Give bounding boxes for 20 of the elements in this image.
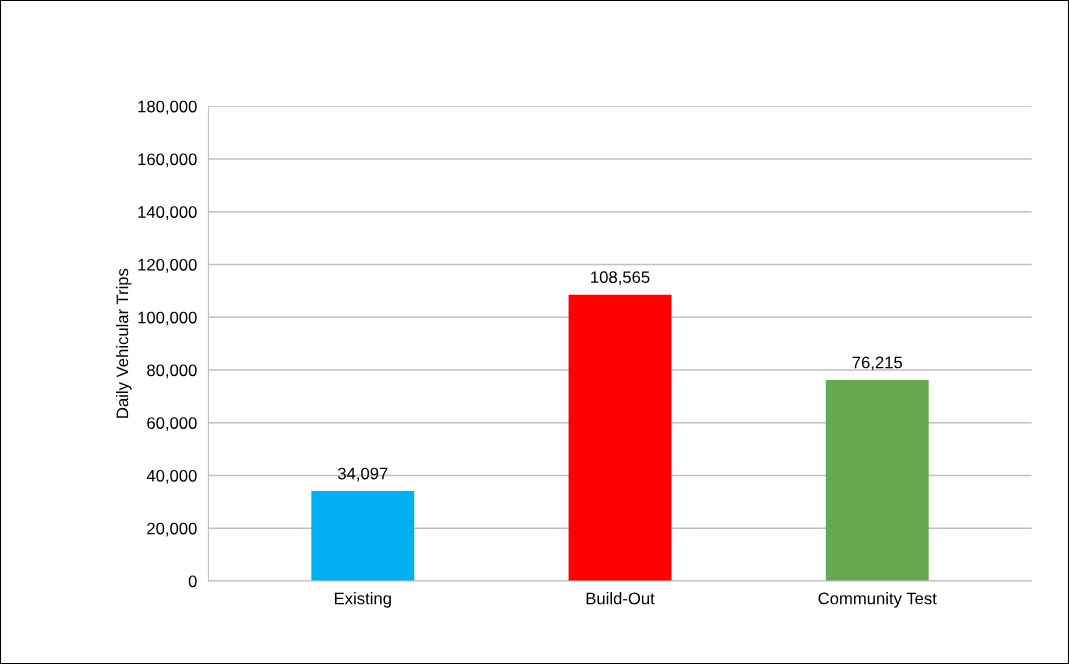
data-label: 108,565 [591, 271, 650, 285]
y-tick-label: 180,000 [138, 100, 197, 115]
data-label: 34,097 [337, 467, 388, 482]
y-tick-label: 60,000 [147, 417, 197, 431]
x-tick-label: Existing [334, 592, 391, 608]
bar [311, 491, 415, 581]
data-label: 76,215 [852, 356, 903, 371]
x-tick-label: Community Test [818, 592, 937, 608]
y-tick-label: 160,000 [138, 153, 197, 168]
y-tick-label: 140,000 [138, 206, 197, 220]
y-tick-label: 120,000 [138, 258, 197, 273]
y-tick-label: 40,000 [146, 469, 197, 484]
bar [568, 294, 672, 581]
y-tick-label: 20,000 [147, 522, 197, 537]
y-axis-title: Daily Vehicular Trips [116, 268, 132, 418]
bar [825, 379, 929, 581]
y-tick-label: 0 [188, 575, 197, 588]
y-tick-label: 100,000 [138, 311, 197, 326]
y-tick-label: 80,000 [147, 364, 197, 379]
x-tick-label: Build-Out [586, 592, 655, 605]
